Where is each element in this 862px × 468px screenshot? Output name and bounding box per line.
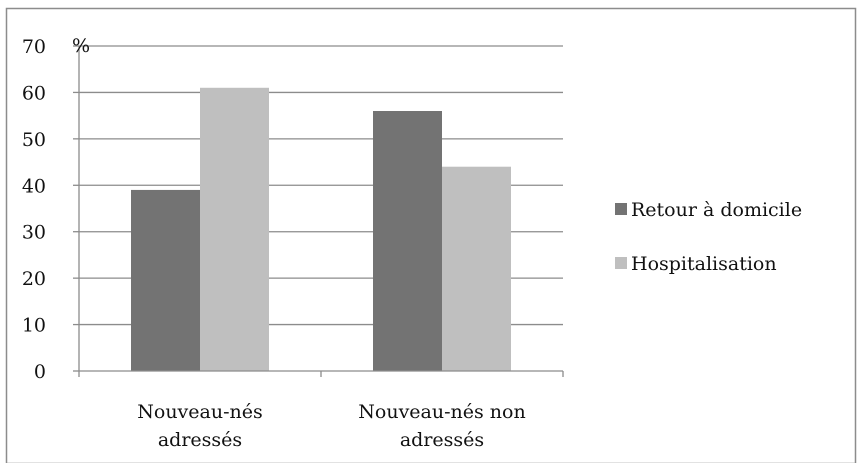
y-tick-label: 40 — [22, 175, 46, 197]
legend: Retour à domicile Hospitalisation — [615, 199, 802, 275]
y-tick-label: 20 — [22, 268, 46, 290]
bar-retour — [131, 189, 200, 371]
legend-swatch — [615, 203, 627, 215]
y-unit-label: % — [72, 35, 90, 57]
x-category-label: adressés — [158, 429, 242, 451]
x-category-label: Nouveau-nés non — [358, 401, 525, 423]
y-tick-label: 60 — [22, 82, 46, 104]
y-tick-label: 10 — [22, 315, 46, 337]
bar-hospitalisation — [200, 87, 269, 372]
x-category-label: Nouveau-nés — [137, 401, 263, 423]
y-tick-label: 70 — [22, 36, 46, 58]
labels: 0 10 20 30 40 50 60 70 % Nouveau-nés adressés Nouve… — [22, 35, 526, 451]
axes — [73, 45, 564, 377]
y-tick-label: 50 — [22, 129, 46, 151]
y-tick-label: 0 — [34, 361, 46, 383]
legend-entry-label: Retour à domicile — [631, 199, 802, 221]
bars — [131, 87, 511, 372]
legend-entry-label: Hospitalisation — [631, 253, 777, 275]
x-category-label: adressés — [400, 429, 484, 451]
bar-retour — [373, 111, 442, 371]
y-tick-label: 30 — [22, 222, 46, 244]
legend-swatch — [615, 257, 627, 269]
bar-hospitalisation — [442, 166, 511, 371]
